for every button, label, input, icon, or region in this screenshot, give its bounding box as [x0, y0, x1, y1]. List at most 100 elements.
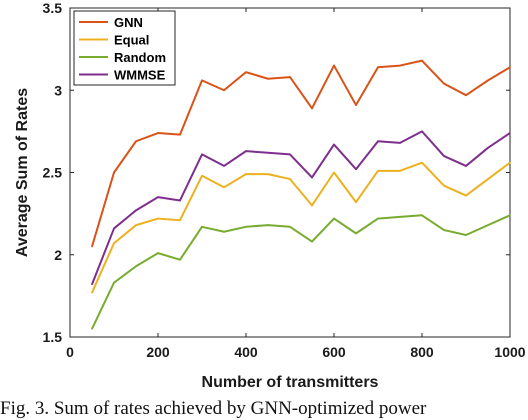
data-point-random [245, 225, 247, 228]
data-point-wmmse [465, 165, 467, 167]
data-point-wmmse [245, 150, 247, 152]
data-point-gnn [377, 66, 379, 69]
data-point-equal [201, 174, 203, 177]
data-point-wmmse [421, 130, 423, 133]
data-point-gnn [223, 89, 225, 92]
x-tick-label: 0 [66, 344, 74, 360]
data-point-gnn [399, 64, 401, 67]
data-point-random [223, 230, 225, 233]
data-point-equal [267, 173, 269, 175]
data-point-gnn [113, 171, 115, 174]
data-point-equal [333, 171, 335, 174]
data-point-wmmse [91, 283, 93, 286]
y-axis-label: Average Sum of Rates [14, 88, 31, 257]
data-point-equal [509, 161, 511, 164]
data-point-gnn [355, 104, 357, 106]
legend-box [73, 10, 176, 86]
y-tick-label: 2 [54, 247, 62, 263]
data-point-wmmse [509, 132, 511, 134]
data-point-random [377, 217, 379, 220]
data-point-random [355, 232, 357, 235]
data-point-wmmse [443, 155, 445, 157]
data-point-gnn [509, 66, 511, 69]
data-point-equal [135, 224, 137, 226]
data-point-equal [465, 194, 467, 197]
data-point-equal [113, 242, 115, 245]
legend-label-random: Random [114, 50, 166, 65]
data-point-equal [487, 178, 489, 180]
data-point-equal [157, 217, 159, 220]
data-point-gnn [157, 132, 159, 134]
y-tick-label: 2.5 [43, 165, 63, 181]
data-point-wmmse [289, 153, 291, 156]
data-point-equal [245, 173, 247, 175]
data-point-random [421, 214, 423, 217]
data-point-equal [311, 204, 313, 207]
data-point-random [333, 217, 335, 220]
data-point-gnn [179, 133, 181, 136]
series-line-equal [91, 161, 511, 293]
y-tick-label: 3.5 [43, 0, 63, 16]
data-point-random [399, 216, 401, 218]
data-point-gnn [245, 71, 247, 73]
data-point-random [179, 258, 181, 261]
data-point-wmmse [311, 176, 313, 179]
legend-label-wmmse: WMMSE [114, 68, 166, 83]
data-point-equal [223, 186, 225, 189]
legend: GNN Equal Random WMMSE [73, 10, 176, 86]
data-point-equal [443, 184, 445, 187]
x-tick-label: 800 [410, 344, 434, 360]
x-tick-label: 600 [322, 344, 346, 360]
data-point-random [157, 252, 159, 254]
data-point-gnn [465, 94, 467, 96]
data-point-gnn [443, 82, 445, 85]
figure-caption: Fig. 3. Sum of rates achieved by GNN-opt… [0, 398, 427, 419]
y-tick-label: 3 [54, 82, 62, 98]
data-point-wmmse [223, 165, 225, 167]
data-point-equal [289, 178, 291, 180]
data-point-gnn [289, 76, 291, 78]
data-point-equal [377, 170, 379, 172]
data-point-equal [355, 201, 357, 203]
data-point-wmmse [355, 168, 357, 171]
data-point-random [487, 224, 489, 226]
data-point-wmmse [377, 140, 379, 143]
x-tick-label: 400 [234, 344, 258, 360]
series-line-random [91, 214, 511, 330]
data-point-gnn [487, 79, 489, 82]
data-point-random [509, 214, 511, 217]
data-point-wmmse [113, 227, 115, 230]
data-point-equal [179, 219, 181, 222]
data-point-wmmse [201, 153, 203, 156]
data-point-random [135, 265, 137, 268]
data-point-gnn [135, 140, 137, 143]
data-point-wmmse [267, 151, 269, 154]
data-point-gnn [333, 64, 335, 67]
data-point-gnn [201, 79, 203, 82]
data-point-random [465, 234, 467, 236]
data-point-equal [421, 161, 423, 164]
data-point-wmmse [399, 142, 401, 144]
data-point-wmmse [157, 196, 159, 198]
data-point-wmmse [179, 199, 181, 202]
x-axis-label: Number of transmitters [202, 374, 379, 391]
legend-label-equal: Equal [114, 33, 149, 48]
series-layer [91, 59, 511, 330]
data-point-random [113, 281, 115, 284]
line-chart: 0 200 400 600 800 1000 1.5 2 2.5 3 3.5 Number of t… [14, 0, 526, 391]
data-point-random [201, 225, 203, 228]
data-point-gnn [267, 77, 269, 80]
data-point-random [289, 225, 291, 228]
legend-label-gnn: GNN [114, 15, 143, 30]
data-point-wmmse [487, 147, 489, 149]
data-point-random [443, 229, 445, 231]
data-point-wmmse [333, 143, 335, 146]
data-point-gnn [421, 59, 423, 62]
y-tick-label: 1.5 [43, 329, 63, 345]
data-point-equal [399, 170, 401, 172]
ticks-layer: 0 200 400 600 800 1000 1.5 2 2.5 3 3.5 [43, 0, 526, 360]
data-point-equal [91, 291, 93, 294]
series-line-wmmse [91, 130, 511, 285]
x-tick-label: 200 [146, 344, 170, 360]
data-point-random [91, 327, 93, 330]
